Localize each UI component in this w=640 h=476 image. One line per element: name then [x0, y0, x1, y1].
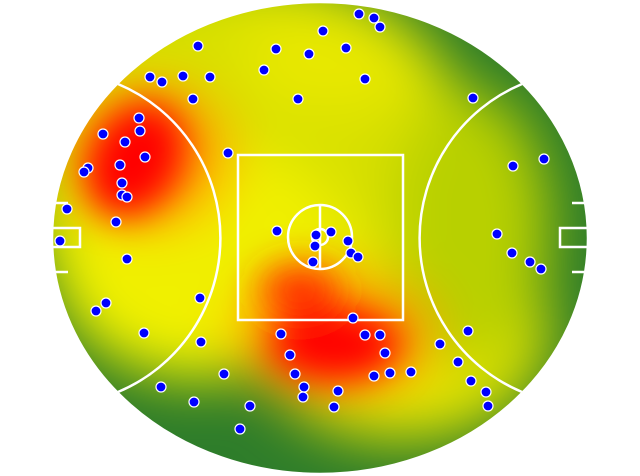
- data-point: [218, 368, 230, 380]
- data-point: [379, 347, 391, 359]
- data-point: [317, 25, 329, 37]
- data-point: [359, 329, 371, 341]
- data-point: [374, 21, 386, 33]
- data-point: [121, 191, 133, 203]
- data-point: [187, 93, 199, 105]
- data-point: [78, 166, 90, 178]
- data-point: [462, 325, 474, 337]
- data-point: [110, 216, 122, 228]
- data-point: [353, 8, 365, 20]
- data-point: [482, 400, 494, 412]
- data-point: [434, 338, 446, 350]
- data-point: [303, 48, 315, 60]
- data-point: [310, 229, 322, 241]
- data-point: [270, 43, 282, 55]
- data-point: [524, 256, 536, 268]
- data-point: [359, 73, 371, 85]
- data-point: [491, 228, 503, 240]
- data-point: [368, 12, 380, 24]
- data-point: [156, 76, 168, 88]
- data-point: [538, 153, 550, 165]
- data-point: [61, 203, 73, 215]
- data-point: [222, 147, 234, 159]
- data-point: [289, 368, 301, 380]
- data-point: [244, 400, 256, 412]
- data-point: [506, 247, 518, 259]
- data-point: [138, 327, 150, 339]
- field-lines: [50, 0, 590, 476]
- data-point: [284, 349, 296, 361]
- data-point: [116, 177, 128, 189]
- data-point: [298, 381, 310, 393]
- data-point: [405, 366, 417, 378]
- data-point: [139, 151, 151, 163]
- data-point: [121, 253, 133, 265]
- data-point: [507, 160, 519, 172]
- data-point: [192, 40, 204, 52]
- data-point: [332, 385, 344, 397]
- data-point: [204, 71, 216, 83]
- data-point: [384, 367, 396, 379]
- data-point: [144, 71, 156, 83]
- data-point: [452, 356, 464, 368]
- data-point: [114, 159, 126, 171]
- data-point: [465, 375, 477, 387]
- data-point: [155, 381, 167, 393]
- data-point: [195, 336, 207, 348]
- data-point: [177, 70, 189, 82]
- data-point: [97, 128, 109, 140]
- data-point: [271, 225, 283, 237]
- data-point: [133, 112, 145, 124]
- data-point: [134, 125, 146, 137]
- data-point: [328, 401, 340, 413]
- data-point: [188, 396, 200, 408]
- data-point: [194, 292, 206, 304]
- data-point: [309, 240, 321, 252]
- data-point: [292, 93, 304, 105]
- data-point: [325, 226, 337, 238]
- data-point: [535, 263, 547, 275]
- data-point: [467, 92, 479, 104]
- data-point: [100, 297, 112, 309]
- data-point: [342, 235, 354, 247]
- data-point: [297, 391, 309, 403]
- data-point: [54, 235, 66, 247]
- data-point: [234, 423, 246, 435]
- data-point: [374, 329, 386, 341]
- data-point: [275, 328, 287, 340]
- data-point: [368, 370, 380, 382]
- data-point: [340, 42, 352, 54]
- data-point: [352, 251, 364, 263]
- data-point: [347, 312, 359, 324]
- data-point: [258, 64, 270, 76]
- data-point: [480, 386, 492, 398]
- data-point: [307, 256, 319, 268]
- data-point: [119, 136, 131, 148]
- data-point: [90, 305, 102, 317]
